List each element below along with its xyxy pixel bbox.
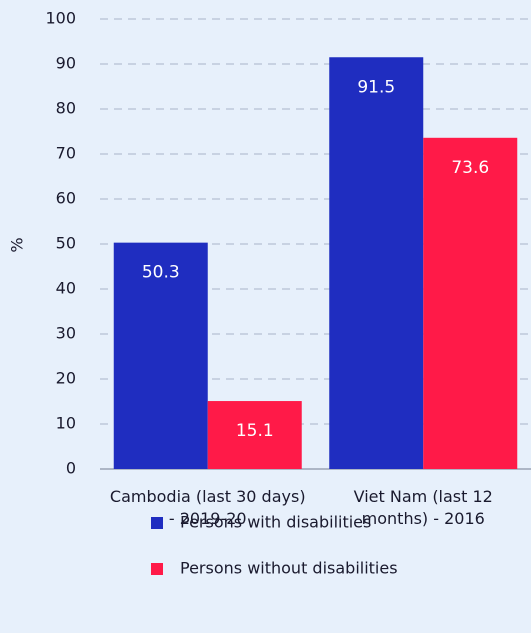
y-tick-label: 60 [56,189,76,208]
y-tick-label: 80 [56,99,76,118]
y-axis-label: % [8,237,27,252]
legend-label: Persons without disabilities [180,559,398,578]
legend-swatch [151,517,163,529]
y-tick-label: 90 [56,54,76,73]
x-tick-label: Cambodia (last 30 days) - 2019-20 [109,487,306,528]
data-label: 91.5 [357,77,395,97]
data-label: 73.6 [451,158,489,178]
data-label: 15.1 [236,421,274,441]
y-tick-label: 50 [56,234,76,253]
legend-swatch [151,563,163,575]
y-tick-label: 0 [66,459,76,478]
y-tick-label: 40 [56,279,76,298]
y-tick-label: 30 [56,324,76,343]
x-tick-label: Viet Nam (last 12 months) - 2016 [353,487,493,528]
data-label: 50.3 [142,263,180,283]
y-tick-label: 20 [56,369,76,388]
bar [329,57,424,469]
legend-label: Persons with disabilities [180,513,371,532]
bar [207,401,302,469]
bar [423,137,518,470]
y-tick-label: 100 [45,9,76,28]
bar [113,242,208,469]
y-tick-label: 10 [56,414,76,433]
y-tick-label: 70 [56,144,76,163]
